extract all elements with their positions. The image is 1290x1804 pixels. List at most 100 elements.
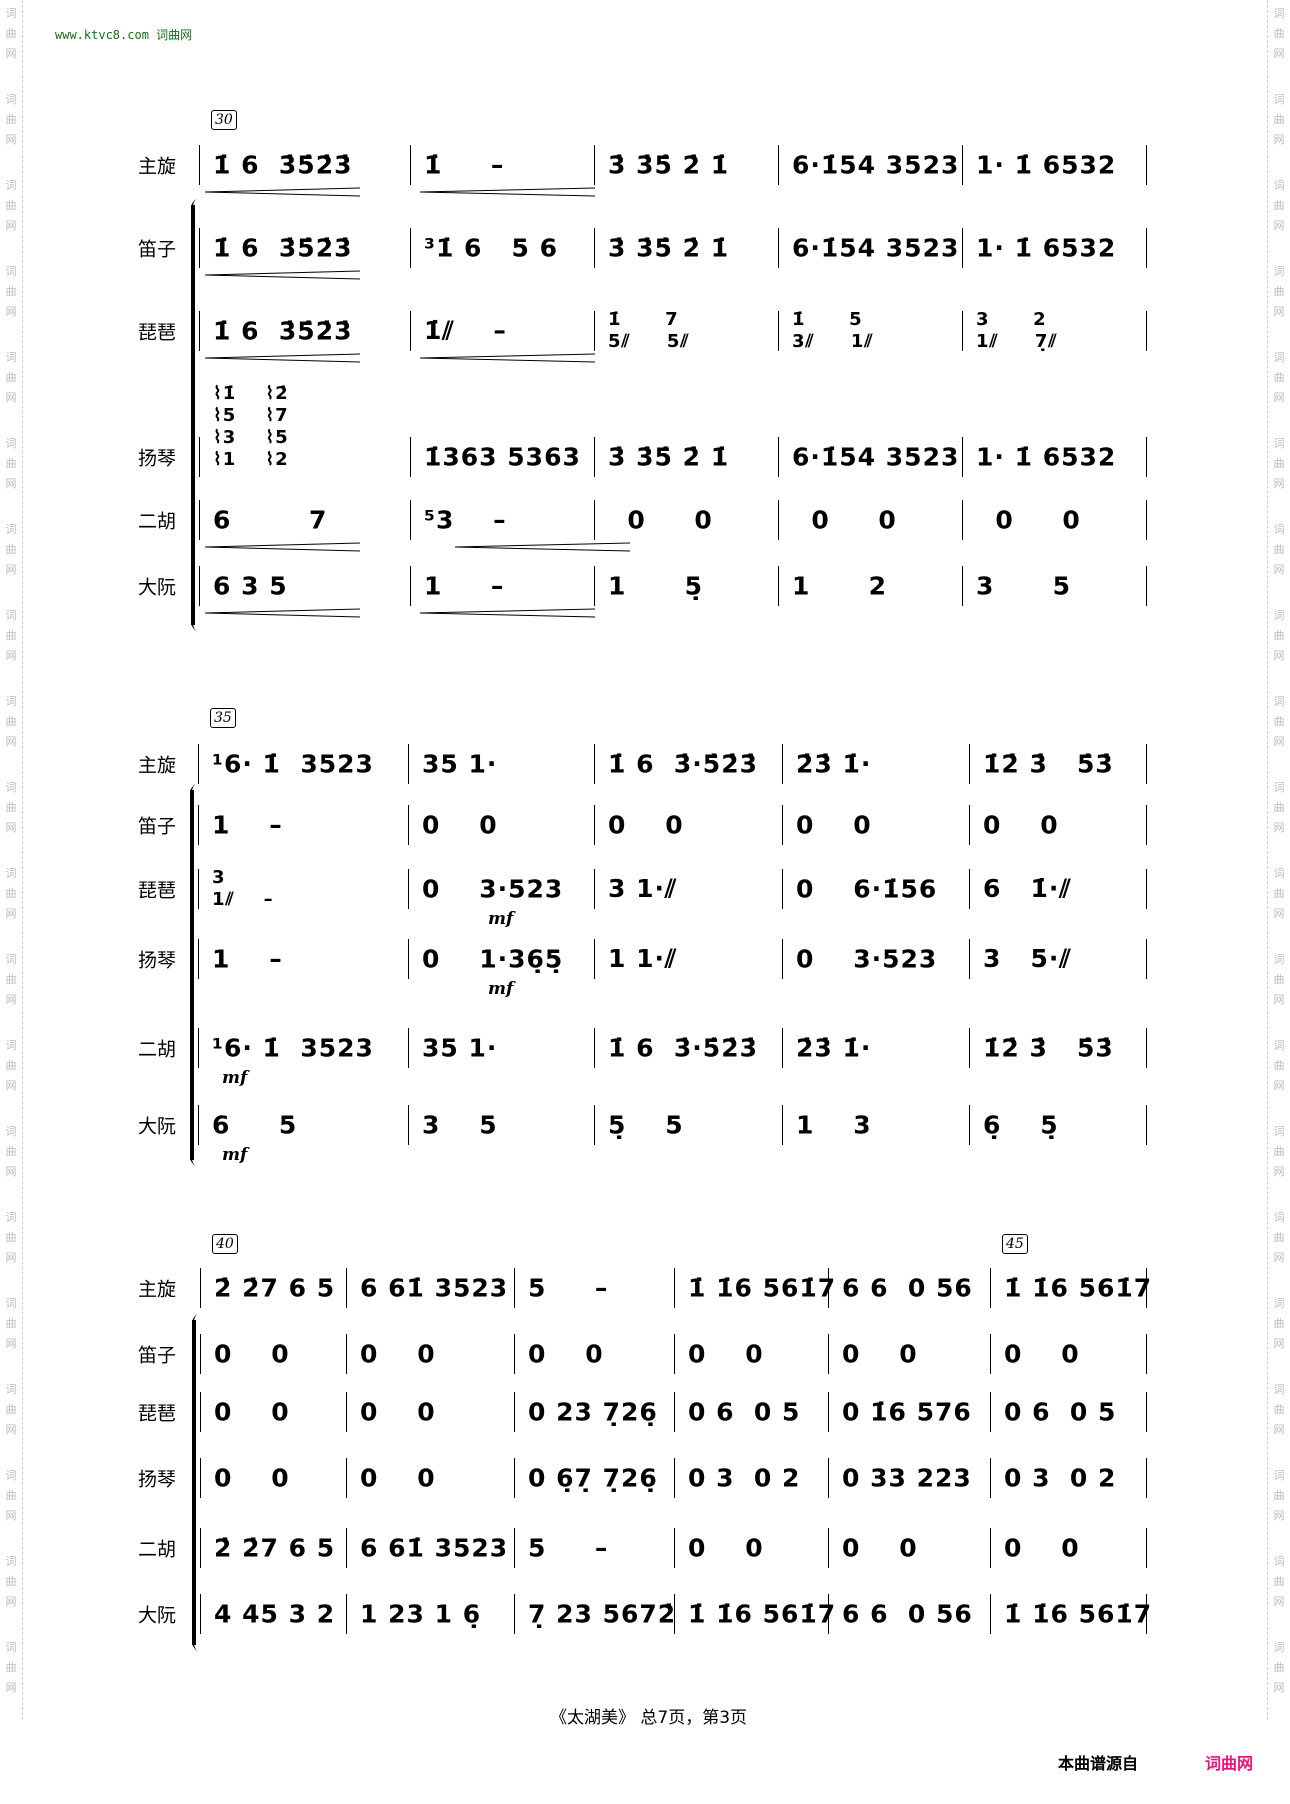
measure: 1̇ 7 5⫽ 5⫽ (608, 309, 690, 352)
barline (408, 805, 409, 845)
measure: 1̇ 1̇6 561̇7 (688, 1273, 837, 1303)
instrument-label: 笛子 (138, 238, 177, 261)
measure: 0 0 (842, 1339, 918, 1369)
measure: 1 5̣ (608, 571, 704, 601)
instrument-label: 二胡 (138, 1538, 177, 1561)
barline (778, 311, 779, 351)
measure: 1̇ 1̇6 561̇7 (688, 1599, 837, 1629)
barline (1146, 500, 1147, 540)
barline (778, 228, 779, 268)
measure: 0 3·523 (422, 874, 564, 904)
measure: 5 – (528, 1273, 609, 1303)
measure: 35 1· (422, 749, 498, 779)
hairpin-mark (205, 608, 360, 618)
barline (1146, 1268, 1147, 1308)
barline (782, 939, 783, 979)
barline (1146, 1105, 1147, 1145)
barline (969, 1028, 970, 1068)
barline (778, 566, 779, 606)
measure: 0 0 (528, 1339, 604, 1369)
barline (198, 1028, 199, 1068)
barline (1146, 1458, 1147, 1498)
watermark-text: 词曲网 (1273, 1555, 1285, 1608)
barline (674, 1528, 675, 1568)
barline (990, 1268, 991, 1308)
barline (200, 1268, 201, 1308)
barline (962, 311, 963, 351)
measure: 3 5·⫽ (983, 944, 1072, 973)
measure: 1̇ 5 3⫽ 1⫽ (792, 309, 874, 352)
barline (514, 1334, 515, 1374)
measure: 0 6·1̇56 (796, 874, 938, 904)
barline (199, 437, 200, 477)
measure: 1 – (212, 810, 283, 840)
instrument-label: 主旋 (138, 754, 177, 777)
barline (962, 500, 963, 540)
measure: 1· 1̇ 6532 (976, 150, 1117, 180)
dynamic-marking: mf (488, 909, 514, 929)
measure: 6 5 (212, 1110, 298, 1140)
measure-number: 45 (1002, 1234, 1028, 1254)
barline (200, 1528, 201, 1568)
barline (778, 500, 779, 540)
barline (969, 939, 970, 979)
barline (828, 1458, 829, 1498)
barline (408, 869, 409, 909)
instrument-label: 大阮 (138, 576, 177, 599)
barline (594, 1105, 595, 1145)
instrument-label: 笛子 (138, 815, 177, 838)
measure: 3 5 (976, 571, 1072, 601)
barline (962, 145, 963, 185)
barline (200, 1594, 201, 1634)
barline (674, 1594, 675, 1634)
instrument-label: 琵琶 (138, 1402, 177, 1425)
barline (962, 437, 963, 477)
measure: 7̣ 23 5672̇ (528, 1599, 677, 1629)
measure: 3 1·⫽ (608, 874, 678, 903)
barline (1146, 744, 1147, 784)
measure: 0 0 (422, 810, 498, 840)
measure: 1̇ 6 3̇·5̇2̇3̇ (608, 1033, 758, 1063)
barline (410, 566, 411, 606)
measure: 3̇ 3̇5̇ 2̇ 1̇ (608, 233, 730, 263)
measure: 3̇ 3̇5̇ 2̇ 1̇ (608, 150, 730, 180)
barline (594, 145, 595, 185)
barline (1146, 805, 1147, 845)
barline (1146, 145, 1147, 185)
hairpin-mark (420, 187, 595, 197)
watermark-text: 词曲网 (5, 1641, 17, 1694)
watermark-text: 词曲网 (1273, 1039, 1285, 1092)
source-site-link[interactable]: 词曲网 (1205, 1754, 1254, 1773)
site-header: www.ktvc8.com 词曲网 (55, 28, 193, 42)
barline (962, 228, 963, 268)
measure: 4 45 3 2 (214, 1599, 336, 1629)
watermark-text: 词曲网 (5, 1469, 17, 1522)
watermark-text: 词曲网 (5, 609, 17, 662)
barline (990, 1334, 991, 1374)
barline (514, 1268, 515, 1308)
watermark-text: 词曲网 (5, 1383, 17, 1436)
measure: 6 6 0 56 (842, 1599, 973, 1629)
measure: 0 0 (1004, 1339, 1080, 1369)
measure: 0 0 (608, 810, 684, 840)
measure: 0 3 0 2 (688, 1463, 801, 1493)
measure: 3 5 (422, 1110, 498, 1140)
barline (828, 1392, 829, 1432)
measure: 6 6 0 56 (842, 1273, 973, 1303)
barline (199, 228, 200, 268)
watermark-text: 词曲网 (1273, 1383, 1285, 1436)
barline (346, 1528, 347, 1568)
measure: 1̇ 6 3̇5̇2̇3̇ (213, 150, 353, 180)
watermark-text: 词曲网 (1273, 1125, 1285, 1178)
measure: 2̇3̇ 1̇· (796, 749, 872, 779)
watermark-text: 词曲网 (1273, 351, 1285, 404)
barline (514, 1458, 515, 1498)
hairpin-mark (205, 542, 360, 552)
barline (782, 1105, 783, 1145)
measure: 6 1̇·⫽ (983, 874, 1072, 903)
measure: 1 – (424, 571, 505, 601)
measure: 0 1̇6 576 (842, 1397, 972, 1427)
instrument-label: 二胡 (138, 510, 177, 533)
watermark-text: 词曲网 (5, 351, 17, 404)
measure-number: 30 (211, 110, 237, 130)
